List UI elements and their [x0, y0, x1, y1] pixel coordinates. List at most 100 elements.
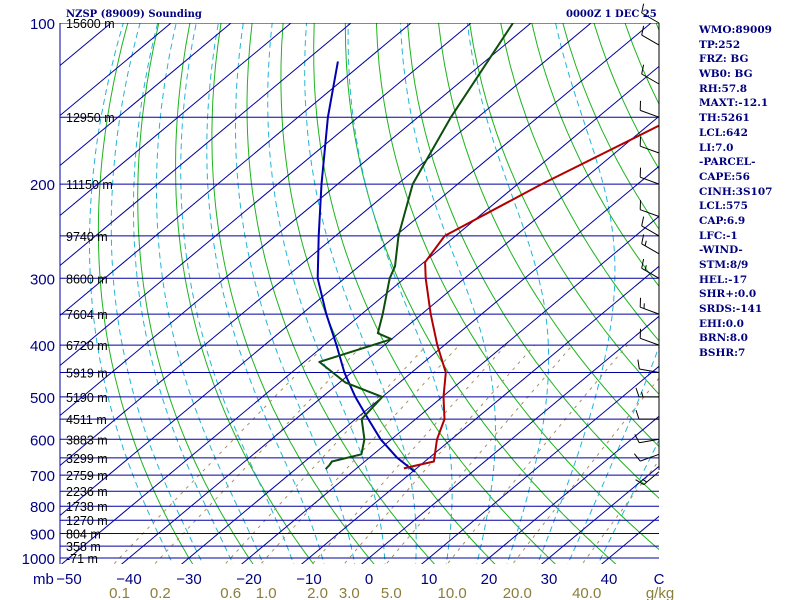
isotherm	[480, 415, 659, 564]
mixing-ratio-line	[153, 344, 363, 564]
moist-adiabat	[206, 23, 325, 564]
wind-barb	[641, 258, 660, 279]
wind-barb	[633, 453, 660, 462]
wind-barb-full	[637, 359, 640, 370]
wind-barb	[634, 434, 660, 444]
mixing-ratio-label: 20.0	[503, 585, 532, 600]
mixing-ratio-line	[343, 344, 535, 564]
wind-barb-full	[633, 453, 641, 462]
pressure-unit-label: mb	[33, 571, 54, 588]
height-label: 7604 m	[66, 308, 108, 322]
temperature-tick-label: −50	[56, 571, 81, 588]
temperature-tick-label: 40	[601, 571, 618, 588]
sounding-index-item: CINH:3S107	[699, 185, 773, 198]
wind-barb-half	[642, 478, 647, 483]
moist-adiabat	[304, 23, 417, 564]
wind-barb	[639, 100, 660, 118]
isotherm	[60, 23, 232, 167]
wind-barb-staff	[640, 209, 660, 217]
pressure-label: 700	[30, 468, 55, 485]
isotherm	[60, 23, 652, 517]
dry-adiabat	[137, 23, 254, 564]
temperature-tick-label: 20	[481, 571, 498, 588]
sounding-index-item: CAP:6.9	[699, 214, 746, 227]
sounding-index-item: WMO:89009	[699, 24, 772, 36]
mixing-ratio-label: 2.0	[307, 585, 328, 600]
moist-adiabat	[133, 23, 234, 564]
wind-barb-full	[641, 64, 645, 75]
height-label: 358 m	[66, 540, 101, 554]
sounding-index-item: HEL:-17	[699, 273, 748, 286]
sounding-indices-panel: WMO:89009 TP:252 FRZ: BG WB0: BG RH:57.8 MAXT…	[699, 23, 799, 361]
moist-adiabat	[399, 23, 496, 564]
wind-barb-full	[641, 234, 645, 244]
isotherm	[60, 23, 352, 267]
height-label: 12950 m	[66, 111, 115, 125]
height-label: 804 m	[66, 528, 101, 542]
pressure-label: 400	[30, 338, 55, 355]
sounding-index-item: -PARCEL-	[699, 156, 756, 169]
dry-adiabat	[375, 23, 659, 551]
temperature-tick-label: 10	[421, 571, 438, 588]
sounding-index-item: FRZ: BG	[699, 53, 749, 66]
temperature-tick-label: −40	[116, 571, 141, 588]
isotherm	[360, 315, 659, 564]
wind-barb-staff	[640, 306, 660, 315]
sounding-index-item: LI:7.0	[699, 141, 734, 154]
wind-barb-full	[635, 409, 640, 420]
sounding-index-item: -WIND-	[699, 244, 743, 257]
pressure-label: 800	[30, 499, 55, 516]
sounding-time: 0000Z 1 DEC 25	[566, 9, 657, 20]
mixing-ratio-line	[311, 344, 507, 564]
mixing-ratio-label: 10.0	[437, 585, 466, 600]
mixing-ratio-line	[385, 344, 573, 564]
height-label: 3299 m	[66, 452, 108, 466]
temperature-trace	[403, 124, 659, 470]
moist-adiabat	[110, 23, 204, 564]
height-label: 11150 m	[66, 178, 113, 192]
parcel-trace	[316, 61, 416, 473]
sounding-index-item: CAPE:56	[699, 170, 750, 183]
wind-barb-half	[641, 391, 644, 398]
pressure-label: 1000	[22, 551, 55, 568]
mixing-ratio-line	[446, 344, 628, 564]
wind-barb-staff	[641, 267, 660, 279]
sounding-index-item: BRN:8.0	[699, 332, 748, 345]
pressure-label: 900	[30, 527, 55, 544]
height-label: 2236 m	[66, 485, 108, 499]
wind-barb-staff	[640, 337, 660, 346]
sounding-index-item: WB0: BG	[699, 68, 753, 81]
moist-adiabat	[567, 345, 659, 564]
height-label: 2759 m	[66, 469, 108, 483]
wind-barb-full	[634, 434, 640, 444]
wind-barb-full	[641, 3, 645, 14]
mixing-ratio-label: 1.0	[256, 585, 277, 600]
sounding-index-item: LFC:-1	[699, 229, 738, 242]
pressure-label: 300	[30, 271, 55, 288]
wind-barb-staff	[643, 471, 660, 485]
moist-adiabat	[156, 23, 264, 564]
station-title: NZSP (89009) Sounding	[66, 9, 202, 20]
wind-barb	[637, 359, 660, 373]
wind-barb	[639, 167, 660, 185]
moist-adiabat	[235, 23, 356, 564]
dry-adiabat	[531, 23, 659, 287]
height-label: 8600 m	[66, 272, 108, 286]
wind-barb	[635, 387, 659, 398]
sounding-index-item: LCL:575	[699, 200, 748, 213]
wind-barb-full	[635, 479, 644, 486]
wind-barb-staff	[639, 438, 660, 444]
wind-barb	[641, 64, 660, 85]
dry-adiabat	[97, 23, 194, 564]
isotherm	[420, 365, 659, 564]
wind-barb	[641, 216, 660, 237]
isotherm	[60, 23, 292, 217]
height-label: 1270 m	[66, 514, 108, 528]
temperature-tick-label: −10	[296, 571, 321, 588]
dry-adiabat	[500, 23, 659, 342]
mixing-ratio-label: 5.0	[381, 585, 402, 600]
mixing-ratio-line	[260, 344, 460, 564]
isotherm	[60, 23, 532, 417]
height-label: 1738 m	[66, 500, 108, 514]
